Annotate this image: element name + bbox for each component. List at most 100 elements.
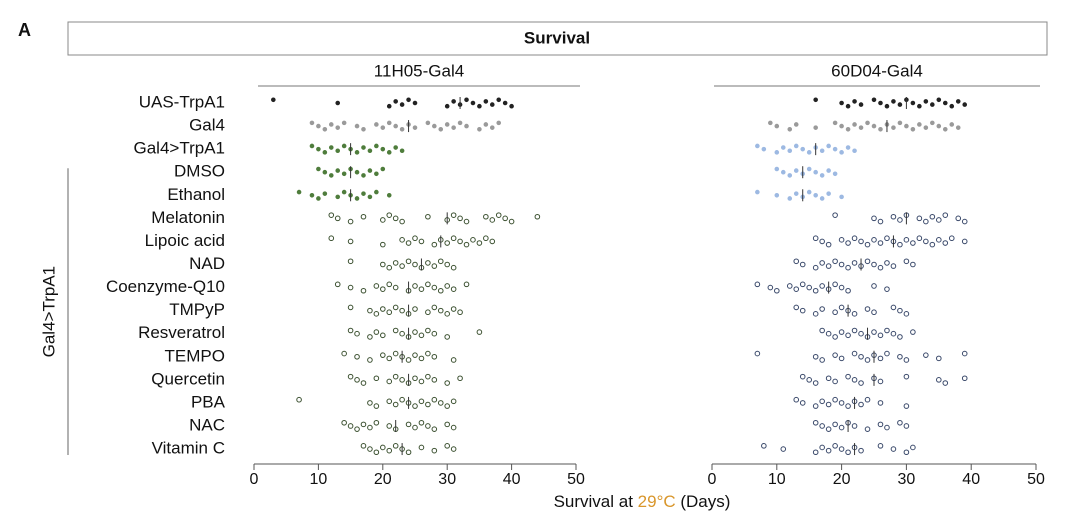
survival-point bbox=[839, 123, 844, 129]
survival-point bbox=[793, 143, 799, 149]
survival-point bbox=[476, 240, 483, 246]
survival-point bbox=[936, 377, 942, 383]
survival-point bbox=[386, 103, 392, 109]
survival-point bbox=[878, 126, 883, 132]
x-tick-label: 20 bbox=[374, 471, 392, 488]
x-tick-label: 10 bbox=[310, 471, 328, 488]
group-label: Gal4>TrpA1 bbox=[39, 266, 58, 358]
survival-point bbox=[819, 306, 825, 312]
survival-point bbox=[774, 150, 780, 155]
survival-point bbox=[386, 150, 392, 155]
survival-point bbox=[470, 100, 476, 106]
survival-point bbox=[347, 258, 354, 265]
survival-point bbox=[871, 261, 877, 268]
survival-point bbox=[444, 240, 451, 246]
survival-point bbox=[412, 424, 418, 431]
survival-point bbox=[392, 350, 399, 357]
survival-point bbox=[412, 352, 418, 358]
survival-point bbox=[878, 100, 883, 106]
x-tick-label: 50 bbox=[1027, 471, 1045, 488]
survival-point bbox=[858, 353, 864, 360]
survival-point bbox=[871, 123, 877, 129]
survival-point bbox=[322, 169, 328, 175]
survival-point bbox=[780, 169, 786, 175]
x-tick-label: 0 bbox=[708, 471, 717, 488]
survival-point bbox=[936, 355, 942, 362]
survival-point bbox=[296, 189, 302, 195]
survival-point bbox=[903, 237, 910, 243]
survival-point bbox=[923, 125, 929, 130]
survival-point bbox=[799, 281, 806, 288]
survival-point bbox=[929, 213, 936, 220]
row-label: TEMPO bbox=[165, 346, 225, 365]
survival-point bbox=[444, 380, 451, 386]
survival-point bbox=[334, 215, 341, 222]
survival-point bbox=[754, 350, 761, 357]
survival-point bbox=[812, 419, 819, 426]
row-label: PBA bbox=[191, 392, 226, 411]
survival-point bbox=[335, 194, 341, 200]
survival-point bbox=[405, 421, 412, 428]
survival-point bbox=[335, 148, 341, 154]
survival-point bbox=[418, 286, 425, 292]
row-label: Melatonin bbox=[151, 208, 225, 227]
survival-point bbox=[347, 218, 354, 225]
survival-point bbox=[787, 196, 793, 201]
survival-point bbox=[904, 123, 909, 129]
survival-point bbox=[392, 284, 399, 291]
survival-point bbox=[271, 97, 276, 103]
survival-point bbox=[812, 353, 819, 360]
survival-point bbox=[923, 352, 929, 358]
survival-point bbox=[923, 238, 929, 245]
survival-point bbox=[444, 403, 451, 409]
survival-point bbox=[819, 238, 825, 245]
survival-point bbox=[877, 443, 884, 449]
survival-point bbox=[328, 145, 334, 150]
survival-point bbox=[845, 449, 851, 456]
survival-point bbox=[347, 304, 354, 311]
survival-point bbox=[890, 304, 897, 311]
survival-point bbox=[418, 444, 425, 451]
survival-point bbox=[502, 100, 508, 106]
survival-point bbox=[838, 355, 845, 362]
survival-point bbox=[819, 357, 825, 363]
survival-point bbox=[380, 306, 386, 312]
survival-point bbox=[877, 378, 884, 385]
survival-point bbox=[386, 378, 393, 385]
survival-point bbox=[806, 284, 813, 291]
survival-point bbox=[341, 171, 347, 177]
survival-point bbox=[354, 353, 360, 360]
survival-point bbox=[819, 398, 825, 405]
survival-point bbox=[832, 146, 838, 152]
survival-point bbox=[774, 123, 780, 129]
survival-point bbox=[418, 238, 425, 245]
survival-point bbox=[916, 215, 923, 222]
survival-point bbox=[444, 311, 451, 317]
survival-point bbox=[431, 263, 438, 269]
survival-point bbox=[341, 189, 347, 195]
survival-point bbox=[942, 212, 949, 218]
survival-point bbox=[380, 261, 386, 268]
survival-point bbox=[437, 307, 444, 314]
survival-point bbox=[341, 143, 347, 149]
survival-point bbox=[819, 173, 825, 178]
survival-point bbox=[361, 145, 366, 150]
survival-point bbox=[380, 166, 386, 172]
survival-point bbox=[812, 403, 819, 409]
survival-point bbox=[360, 421, 367, 428]
survival-point bbox=[871, 215, 877, 222]
survival-point bbox=[373, 283, 380, 289]
survival-point bbox=[347, 423, 354, 429]
survival-point bbox=[444, 122, 450, 127]
survival-point bbox=[386, 355, 393, 362]
survival-point bbox=[774, 166, 780, 172]
survival-point bbox=[819, 196, 825, 201]
survival-point bbox=[425, 373, 431, 380]
survival-point bbox=[418, 398, 425, 405]
survival-point bbox=[406, 97, 411, 103]
survival-point bbox=[799, 373, 806, 380]
survival-point bbox=[367, 334, 373, 340]
survival-point bbox=[890, 330, 897, 337]
survival-point bbox=[897, 102, 903, 107]
survival-point bbox=[354, 123, 360, 129]
